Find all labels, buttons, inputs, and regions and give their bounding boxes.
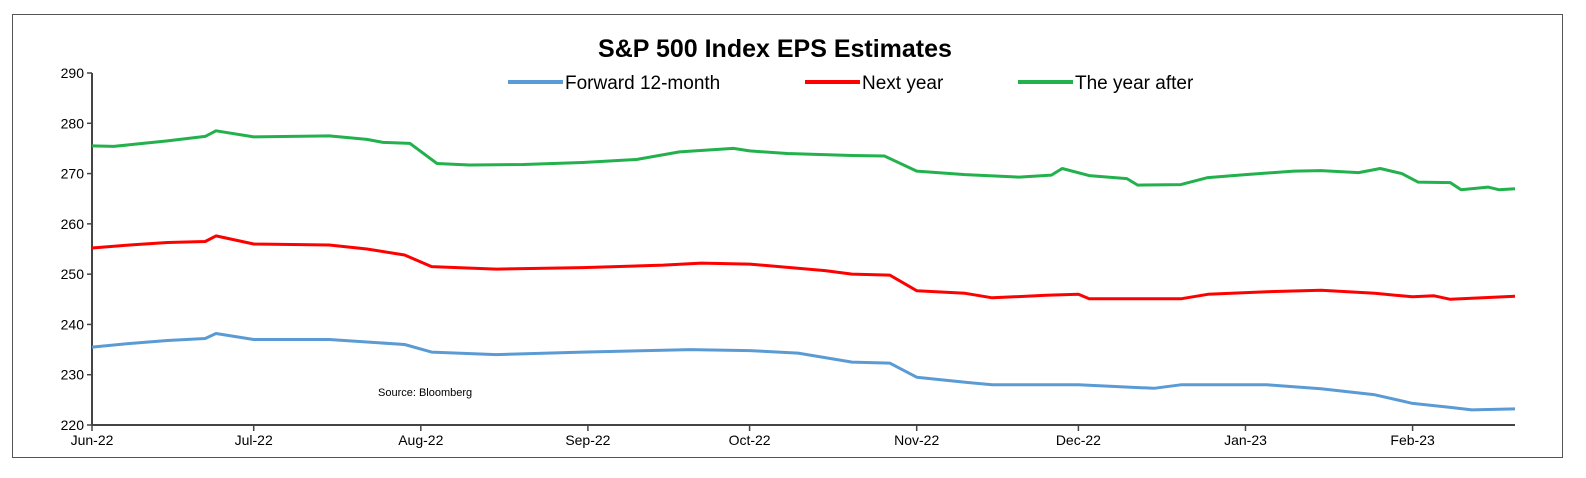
series-line-next-year [91,234,1516,301]
y-tick-label: 270 [61,166,85,182]
source-note: Source: Bloomberg [378,387,472,399]
x-tick-label: Aug-22 [398,432,443,448]
series-lines [91,129,1516,412]
x-tick-label: Dec-22 [1056,432,1101,448]
legend-label: The year after [1075,73,1194,94]
y-tick-label: 250 [61,266,85,282]
y-tick-label: 260 [61,216,85,232]
axes: 220 230 240 250 260 270 280 290 Jun-22 Jul-22 Aug-… [61,65,1515,448]
y-tick-label: 230 [61,367,85,383]
y-tick-label: 280 [61,115,85,131]
chart-frame [12,14,1563,458]
series-line-the-year-after [91,129,1516,192]
y-tick-label: 290 [61,65,85,81]
legend-label: Forward 12-month [565,73,720,94]
x-tick-label: Sep-22 [565,432,610,448]
legend-label: Next year [862,73,944,94]
y-tick-label: 220 [61,417,85,433]
x-tick-label: Jul-22 [235,432,273,448]
x-tick-label: Feb-23 [1390,432,1435,448]
series-line-forward-12-month [91,332,1516,412]
x-tick-label: Jan-23 [1224,432,1267,448]
x-tick-label: Jun-22 [71,432,114,448]
legend: Forward 12-month Next year The year after [508,73,1194,94]
y-tick-label: 240 [61,316,85,332]
x-tick-label: Nov-22 [894,432,939,448]
chart-title: S&P 500 Index EPS Estimates [598,35,952,63]
x-tick-label: Oct-22 [729,432,771,448]
